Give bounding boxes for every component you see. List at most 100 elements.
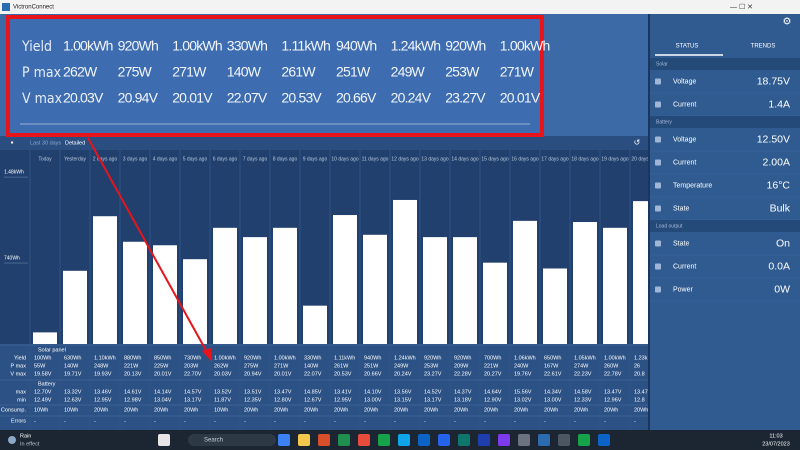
bar	[633, 201, 648, 344]
pointer-line	[87, 137, 209, 355]
zoom-cell: 271W	[500, 64, 535, 80]
table-cell: 13.46V	[94, 389, 112, 395]
panel-tab[interactable]: TRENDS	[751, 44, 776, 50]
bar	[543, 268, 567, 344]
tab[interactable]: Last 30 days	[30, 140, 61, 146]
table-cell: 20Wh	[364, 407, 378, 413]
zoom-cell: 20.53V	[281, 90, 322, 106]
table-cell: 20Wh	[454, 407, 468, 413]
table-cell: 22.70V	[184, 371, 202, 377]
table-cell: 20Wh	[274, 407, 288, 413]
table-cell: 12.49V	[34, 397, 52, 403]
table-cell: 22.61V	[544, 371, 562, 377]
table-cell: 20Wh	[634, 407, 648, 413]
status-label: Current	[673, 263, 696, 270]
table-cell: 1.00kWh	[214, 355, 236, 361]
table-cell: 12.33V	[574, 397, 592, 403]
status-value: Bulk	[770, 202, 791, 214]
taskbar-app[interactable]	[478, 434, 490, 446]
bar	[333, 215, 357, 344]
taskbar-app[interactable]	[538, 434, 550, 446]
window-controls[interactable]: — ☐ ✕	[730, 3, 753, 11]
bar	[423, 237, 447, 344]
day-label: 6 days ago	[213, 156, 238, 162]
taskbar-app[interactable]	[518, 434, 530, 446]
table-cell: -	[244, 418, 246, 424]
table-cell: 12.63V	[64, 397, 82, 403]
table-cell: 13.00V	[364, 397, 382, 403]
section-header: Battery	[38, 381, 56, 387]
table-cell: 20Wh	[394, 407, 408, 413]
day-label: 16 days ago	[511, 156, 538, 162]
table-cell: 100Wh	[34, 355, 51, 361]
taskbar-app[interactable]	[578, 434, 590, 446]
taskbar-app[interactable]	[398, 434, 410, 446]
panel-tab[interactable]: STATUS	[676, 44, 699, 50]
table-cell: 225W	[154, 363, 169, 369]
zoom-cell: 1.00kWh	[500, 38, 550, 54]
search-label[interactable]: Search	[204, 438, 223, 444]
table-cell: 140W	[64, 363, 79, 369]
table-cell: 920Wh	[424, 355, 441, 361]
zoom-box	[6, 15, 544, 137]
table-cell: 13.41V	[334, 389, 352, 395]
bar	[303, 305, 327, 344]
table-cell: 12.80V	[274, 397, 292, 403]
taskbar-app[interactable]	[318, 434, 330, 446]
taskbar-app[interactable]	[418, 434, 430, 446]
table-cell: -	[334, 418, 336, 424]
bar	[573, 222, 597, 344]
table-cell: 221W	[124, 363, 139, 369]
table-cell: 12.95V	[94, 397, 112, 403]
day-label: 17 days ago	[541, 156, 568, 162]
taskbar-app[interactable]	[558, 434, 570, 446]
table-cell: 12.70V	[34, 389, 52, 395]
left-pane: Last 30 days Detailed 1.48kWh 740Wh Today Yes…	[0, 140, 648, 430]
table-cell: 15.56V	[514, 389, 532, 395]
table-cell: 20Wh	[94, 407, 108, 413]
taskbar-app[interactable]	[298, 434, 310, 446]
table-cell: 274W	[574, 363, 589, 369]
settings-icon[interactable]: ⚙	[783, 17, 792, 28]
table-cell: -	[64, 418, 66, 424]
save-icon[interactable]: ▪	[11, 138, 14, 147]
taskbar-app[interactable]	[278, 434, 290, 446]
taskbar-app[interactable]	[378, 434, 390, 446]
tab[interactable]: Detailed	[65, 140, 85, 146]
taskbar-app[interactable]	[498, 434, 510, 446]
table-cell: 20.94V	[244, 371, 262, 377]
row-label: Consump.	[1, 407, 27, 413]
taskbar-app[interactable]	[338, 434, 350, 446]
search-box[interactable]	[188, 434, 276, 446]
table-cell: 13.18V	[454, 397, 472, 403]
day-label: 3 days ago	[123, 156, 148, 162]
zoom-cell: 1.00kWh	[172, 38, 222, 54]
day-label: 15 days ago	[481, 156, 508, 162]
taskbar-app[interactable]	[598, 434, 610, 446]
taskbar-app[interactable]	[458, 434, 470, 446]
taskbar-app[interactable]	[358, 434, 370, 446]
table-cell: 10Wh	[34, 407, 48, 413]
status-value: 18.75V	[757, 75, 790, 87]
table-cell: 14.37V	[454, 389, 472, 395]
day-label: 12 days ago	[391, 156, 418, 162]
row-icon	[655, 78, 661, 85]
table-cell: 22.28V	[454, 371, 472, 377]
taskbar-app[interactable]	[158, 434, 170, 446]
bar	[513, 220, 537, 344]
table-cell: 12.98V	[124, 397, 142, 403]
zoom-cell: 271W	[172, 64, 207, 80]
table-cell: 20.01V	[274, 371, 292, 377]
table-cell: 14.57V	[184, 389, 202, 395]
table-cell: 20Wh	[244, 407, 258, 413]
status-value: 0.0A	[768, 260, 790, 272]
weather: Rain	[20, 433, 31, 439]
taskbar-app[interactable]	[438, 434, 450, 446]
zoom-cell: 920Wh	[118, 38, 158, 54]
table-cell: 20.27V	[484, 371, 502, 377]
history-icon[interactable]: ↺	[634, 138, 641, 147]
zoom-cell: 20.94V	[118, 90, 159, 106]
table-cell: 20Wh	[304, 407, 318, 413]
clock-time: 11:03	[769, 433, 782, 439]
day-label: 18 days ago	[571, 156, 598, 162]
